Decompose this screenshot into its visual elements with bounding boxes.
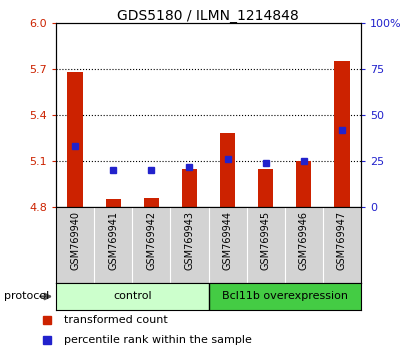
Text: GSM769945: GSM769945 (261, 211, 271, 270)
Text: transformed count: transformed count (64, 315, 168, 325)
Text: GSM769944: GSM769944 (222, 211, 232, 270)
Text: control: control (113, 291, 151, 302)
Bar (209, 283, 361, 310)
Text: GSM769941: GSM769941 (108, 211, 118, 270)
Bar (296, 161, 312, 207)
Text: GSM769947: GSM769947 (337, 211, 347, 270)
Bar (334, 61, 349, 207)
Bar (182, 169, 197, 207)
Text: percentile rank within the sample: percentile rank within the sample (64, 335, 251, 345)
Text: GDS5180 / ILMN_1214848: GDS5180 / ILMN_1214848 (117, 9, 298, 23)
Text: GSM769946: GSM769946 (299, 211, 309, 270)
Text: GSM769942: GSM769942 (146, 211, 156, 270)
Text: GSM769943: GSM769943 (185, 211, 195, 270)
Bar (258, 169, 273, 207)
Text: GSM769940: GSM769940 (70, 211, 80, 270)
Bar (144, 198, 159, 207)
Bar (105, 199, 121, 207)
Bar (68, 72, 83, 207)
Text: protocol: protocol (4, 291, 49, 302)
Text: Bcl11b overexpression: Bcl11b overexpression (222, 291, 348, 302)
Bar (220, 133, 235, 207)
Bar (56, 283, 209, 310)
